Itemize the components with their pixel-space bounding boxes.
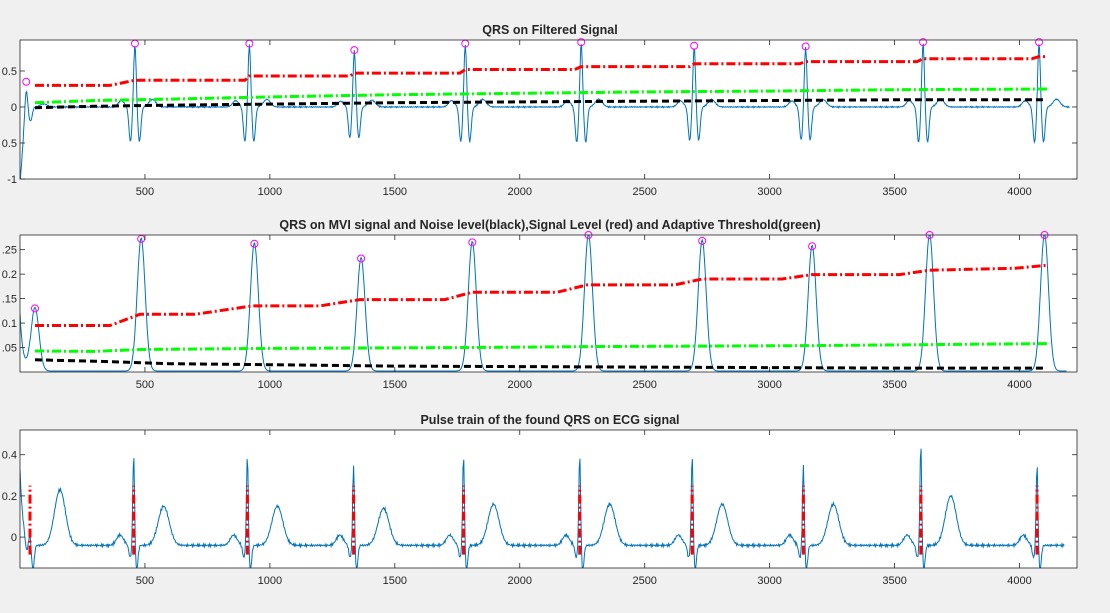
y-tick-label: 0 xyxy=(11,532,17,544)
x-tick-label: 1500 xyxy=(383,186,407,198)
x-tick-label: 1500 xyxy=(383,575,407,587)
peak-marker xyxy=(250,239,259,248)
x-tick-label: 1000 xyxy=(258,186,282,198)
y-tick-label: 0.5 xyxy=(2,138,17,150)
y-tick-label: 0.4 xyxy=(2,450,17,462)
axes-pulse-train: Pulse train of the found QRS on ECG sign… xyxy=(2,413,1078,587)
adaptive-threshold-line xyxy=(34,87,1048,105)
peak-marker xyxy=(698,236,707,245)
plot-area xyxy=(20,235,1077,372)
x-tick-label: 4000 xyxy=(1007,186,1031,198)
signal-line xyxy=(20,43,1070,179)
x-tick-label: 2000 xyxy=(508,575,532,587)
noise-level-line xyxy=(34,358,1047,370)
x-tick-label: 500 xyxy=(136,186,154,198)
x-tick-label: 500 xyxy=(136,575,154,587)
x-tick-label: 1500 xyxy=(383,379,407,391)
plot-content xyxy=(20,43,1070,179)
signal-level-line xyxy=(35,263,1048,327)
axes-title: QRS on MVI signal and Noise level(black)… xyxy=(279,218,820,232)
y-tick-label: 0 xyxy=(11,102,17,114)
signal-line xyxy=(20,235,1067,372)
axes-frame xyxy=(19,429,1078,569)
y-tick-label: 0.5 xyxy=(2,66,17,78)
adaptive-threshold-line xyxy=(34,342,1048,353)
x-tick-label: 2500 xyxy=(632,186,656,198)
x-tick-label: 2000 xyxy=(508,379,532,391)
x-tick-label: 3500 xyxy=(882,186,906,198)
y-tick-label: .25 xyxy=(2,245,17,257)
peak-marker xyxy=(350,46,359,55)
plot-content xyxy=(20,448,1065,568)
x-tick-label: 3500 xyxy=(882,379,906,391)
peak-marker xyxy=(357,254,366,263)
axes-filtered-signal: QRS on Filtered Signal 500 1000 1500 2000 25… xyxy=(2,23,1078,198)
signal-line xyxy=(20,448,1065,568)
plot-area xyxy=(20,40,1077,179)
axes-title: Pulse train of the found QRS on ECG sign… xyxy=(420,413,679,427)
x-tick-label: 3000 xyxy=(757,186,781,198)
y-tick-label: .15 xyxy=(2,294,17,306)
peak-marker xyxy=(801,42,810,51)
x-tick-label: 2000 xyxy=(508,186,532,198)
x-tick-label: 1000 xyxy=(258,575,282,587)
y-tick-label: -1 xyxy=(7,174,17,186)
axes-frame xyxy=(19,234,1078,373)
axes-frame xyxy=(19,39,1078,180)
x-tick-label: 1000 xyxy=(258,379,282,391)
y-tick-label: 0.1 xyxy=(2,318,17,330)
peak-marker xyxy=(690,41,699,50)
noise-level-line xyxy=(34,98,1047,110)
axes-title: QRS on Filtered Signal xyxy=(482,23,617,37)
x-tick-label: 2500 xyxy=(632,575,656,587)
peak-marker xyxy=(1035,38,1044,47)
peak-marker xyxy=(577,38,586,47)
peak-marker xyxy=(22,77,31,86)
x-tick-label: 4000 xyxy=(1007,575,1031,587)
peak-marker xyxy=(30,304,39,313)
peak-marker xyxy=(919,38,928,47)
y-tick-label: .05 xyxy=(2,343,17,355)
x-tick-label: 3500 xyxy=(882,575,906,587)
axes-mvi-signal: QRS on MVI signal and Noise level(black)… xyxy=(2,218,1078,391)
x-tick-label: 500 xyxy=(136,379,154,391)
y-tick-label: 0.2 xyxy=(2,491,17,503)
x-tick-label: 3000 xyxy=(757,575,781,587)
x-tick-label: 2500 xyxy=(632,379,656,391)
peak-marker xyxy=(808,242,817,251)
peak-marker xyxy=(468,238,477,247)
signal-level-line xyxy=(35,55,1047,87)
y-tick-label: 0.2 xyxy=(2,269,17,281)
plot-content xyxy=(20,235,1067,372)
x-tick-label: 4000 xyxy=(1007,379,1031,391)
x-tick-label: 3000 xyxy=(757,379,781,391)
